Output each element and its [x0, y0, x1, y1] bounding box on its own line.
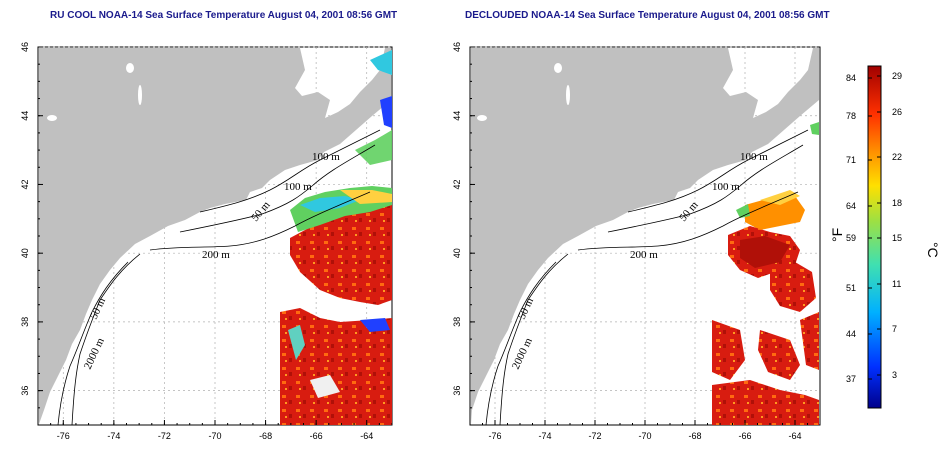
fahrenheit-tick-label: 71 [846, 155, 856, 165]
colorbar: 84 78 71 64 59 51 44 37 29 26 22 18 15 11 7 3 °F °C [829, 65, 941, 409]
bathymetry-contours [57, 129, 381, 426]
fahrenheit-unit-label: °F [829, 228, 845, 242]
lake [47, 115, 57, 121]
x-tick-label: -68 [259, 431, 272, 441]
fahrenheit-tick-label: 37 [846, 374, 856, 384]
x-tick-label: -64 [788, 431, 801, 441]
fahrenheit-tick-label: 44 [846, 329, 856, 339]
celsius-tick-label: 18 [892, 198, 902, 208]
celsius-tick-label: 22 [892, 152, 902, 162]
y-tick-label: 40 [20, 248, 30, 258]
x-tick-label: -76 [488, 431, 501, 441]
lake [138, 85, 142, 105]
panel-title-right: DECLOUDED NOAA-14 Sea Surface Temperatur… [465, 10, 830, 21]
x-tick-label: -74 [107, 431, 120, 441]
celsius-tick-label: 29 [892, 71, 902, 81]
x-tick-label: -66 [310, 431, 323, 441]
x-tick-label: -76 [57, 431, 70, 441]
bathymetry-contours [485, 129, 809, 426]
y-tick-label: 46 [452, 42, 462, 52]
map-panel-left: 100 m 100 m 50 m 200 m 50 m 2000 m -76 -7… [20, 42, 393, 441]
celsius-tick-label: 11 [892, 279, 901, 289]
contour-label: 100 m [312, 151, 340, 163]
x-tick-label: -70 [638, 431, 651, 441]
fahrenheit-tick-label: 78 [846, 111, 856, 121]
colorbar-gradient [867, 65, 882, 409]
axis-ticks: -76 -74 -72 -70 -68 -66 -64 46 44 42 40 38 36 [452, 42, 821, 441]
x-tick-label: -72 [588, 431, 601, 441]
y-tick-label: 42 [452, 179, 462, 189]
x-tick-label: -66 [738, 431, 751, 441]
contour-label: 100 m [284, 181, 312, 193]
fahrenheit-tick-label: 84 [846, 73, 856, 83]
celsius-tick-label: 7 [892, 324, 897, 334]
land-mass [471, 48, 819, 424]
y-tick-label: 38 [20, 317, 30, 327]
celsius-tick-label: 3 [892, 370, 897, 380]
contour-label: 100 m [740, 151, 768, 163]
celsius-unit-label: °C [925, 242, 941, 258]
contour-label: 200 m [202, 249, 230, 261]
celsius-tick-label: 15 [892, 233, 902, 243]
x-tick-label: -68 [688, 431, 701, 441]
lake [566, 85, 570, 105]
fahrenheit-tick-label: 51 [846, 283, 856, 293]
sst-swath [280, 50, 392, 425]
y-tick-label: 44 [452, 111, 462, 121]
fahrenheit-tick-label: 59 [846, 233, 856, 243]
x-tick-label: -70 [208, 431, 221, 441]
contour-label: 100 m [712, 181, 740, 193]
contour-label: 200 m [630, 249, 658, 261]
x-tick-label: -72 [158, 431, 171, 441]
y-tick-label: 40 [452, 248, 462, 258]
fahrenheit-tick-label: 64 [846, 201, 856, 211]
lake [477, 115, 487, 121]
colorbar-ticks: 84 78 71 64 59 51 44 37 29 26 22 18 15 11 7 3 [846, 71, 902, 384]
y-tick-label: 38 [452, 317, 462, 327]
y-tick-label: 36 [452, 386, 462, 396]
land-mass [39, 48, 391, 424]
y-tick-label: 46 [20, 42, 30, 52]
panel-title-left: RU COOL NOAA-14 Sea Surface Temperature … [50, 10, 398, 21]
lake [126, 63, 134, 73]
y-tick-label: 44 [20, 111, 30, 121]
sst-swath-declouded [712, 122, 819, 425]
axis-ticks: -76 -74 -72 -70 -68 -66 -64 46 44 42 40 38 36 [20, 42, 393, 441]
celsius-tick-label: 26 [892, 107, 902, 117]
x-tick-label: -74 [538, 431, 551, 441]
x-tick-label: -64 [360, 431, 373, 441]
map-panel-right: 100 m 100 m 50 m 200 m 50 m 2000 m -76 -7… [452, 42, 821, 441]
y-tick-label: 36 [20, 386, 30, 396]
lake [554, 63, 562, 73]
y-tick-label: 42 [20, 179, 30, 189]
